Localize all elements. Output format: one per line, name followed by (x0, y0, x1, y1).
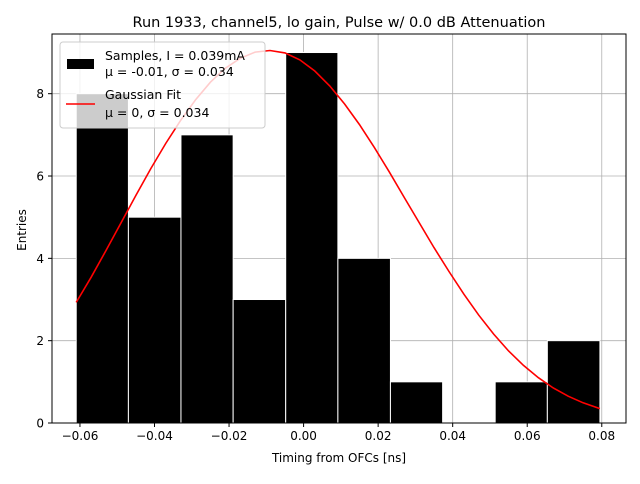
histogram-bar (494, 381, 548, 424)
legend-label-fit: Gaussian Fit (105, 87, 181, 102)
x-tick-label: 0.02 (365, 429, 392, 443)
x-tick-label: −0.04 (136, 429, 173, 443)
y-axis-label: Entries (15, 209, 29, 251)
histogram-bar (232, 299, 287, 424)
x-axis-ticks: −0.06 −0.04 −0.02 0.00 0.02 0.04 0.06 0.08 (62, 423, 615, 443)
chart-title: Run 1933, channel5, lo gain, Pulse w/ 0.… (133, 15, 546, 31)
histogram-bar (389, 381, 444, 424)
x-tick-label: −0.06 (62, 429, 99, 443)
x-tick-label: 0.08 (588, 429, 615, 443)
legend-swatch-samples (67, 59, 94, 69)
y-tick-label: 0 (36, 417, 44, 431)
y-tick-label: 2 (36, 334, 44, 348)
legend-label-samples-stats: μ = -0.01, σ = 0.034 (105, 64, 234, 79)
histogram-bar (127, 216, 182, 424)
legend-frame (59, 41, 266, 129)
y-axis-ticks: 0 2 4 6 8 (36, 87, 52, 431)
y-tick-label: 8 (36, 87, 44, 101)
x-tick-label: −0.02 (211, 429, 248, 443)
histogram-bar (546, 340, 601, 424)
histogram-bar (180, 134, 234, 424)
legend: Samples, I = 0.039mA μ = -0.01, σ = 0.03… (59, 41, 266, 129)
x-tick-label: 0.00 (290, 429, 317, 443)
y-tick-label: 4 (36, 252, 44, 266)
x-axis-label: Timing from OFCs [ns] (271, 451, 406, 465)
fit-curve-group (75, 49, 601, 410)
x-tick-label: 0.06 (514, 429, 541, 443)
legend-label-fit-stats: μ = 0, σ = 0.034 (105, 105, 209, 120)
histogram-bars (75, 52, 601, 424)
x-tick-label: 0.04 (439, 429, 466, 443)
histogram-bar (285, 52, 339, 424)
legend-label-samples: Samples, I = 0.039mA (105, 48, 245, 63)
y-tick-label: 6 (36, 170, 44, 184)
histogram-bar (337, 257, 391, 424)
gaussian-fit-line (75, 49, 601, 410)
plot-frame (51, 33, 627, 424)
